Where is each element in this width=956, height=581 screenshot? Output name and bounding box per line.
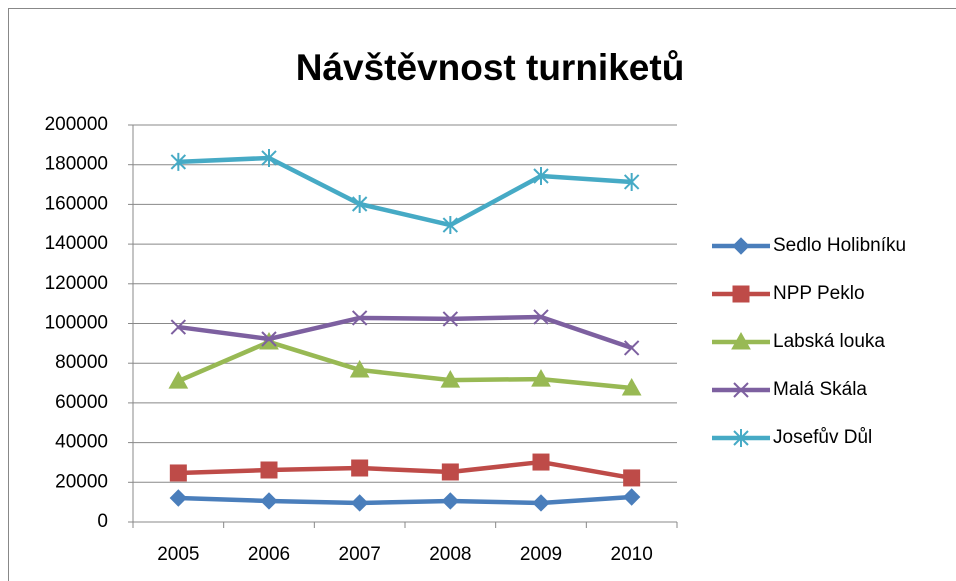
marker: [260, 461, 278, 479]
y-tick-label: 100000: [45, 313, 108, 334]
marker: [261, 148, 277, 167]
marker: [261, 331, 277, 347]
legend-marker: [732, 237, 750, 255]
legend-marker: [733, 382, 749, 398]
chart-title: Návštěvnost turniketů: [296, 47, 685, 88]
marker: [531, 369, 551, 387]
marker: [349, 359, 370, 378]
marker: [351, 310, 368, 326]
x-tick-label: 2005: [157, 544, 199, 565]
marker: [169, 489, 188, 507]
marker: [441, 463, 459, 481]
marker: [442, 216, 459, 235]
x-tick-label: 2007: [339, 544, 381, 565]
legend-marker: [732, 285, 750, 303]
y-tick-label: 60000: [55, 392, 108, 413]
marker: [532, 494, 550, 512]
y-tick-label: 40000: [55, 432, 108, 453]
y-tick-label: 140000: [45, 233, 108, 254]
marker: [621, 377, 642, 396]
marker: [170, 152, 187, 171]
legend-label: NPP Peklo: [773, 283, 865, 304]
y-tick-label: 0: [97, 511, 108, 532]
y-tick-label: 160000: [45, 193, 108, 214]
marker: [623, 172, 640, 191]
marker: [169, 464, 187, 482]
marker: [533, 167, 549, 186]
y-tick-label: 120000: [45, 273, 108, 294]
marker: [168, 371, 189, 389]
chart-border: [8, 8, 956, 581]
x-tick-label: 2009: [520, 544, 562, 565]
x-tick-label: 2010: [611, 544, 653, 565]
legend-label: Malá Skála: [773, 379, 867, 400]
series-line: [178, 155, 632, 228]
y-tick-label: 80000: [55, 352, 108, 373]
marker: [440, 370, 461, 388]
y-tick-label: 20000: [55, 471, 108, 492]
series-line: [178, 314, 633, 351]
legend-marker: [731, 331, 751, 350]
marker: [623, 469, 641, 487]
legend-label: Sedlo Holibníku: [773, 235, 906, 256]
marker: [622, 488, 641, 506]
legend-marker: [733, 429, 749, 447]
series-line: [178, 494, 632, 506]
marker: [441, 492, 460, 510]
marker: [532, 453, 550, 471]
y-tick-label: 180000: [45, 154, 108, 175]
marker: [623, 340, 640, 356]
marker: [260, 492, 278, 510]
legend-label: Josefův Důl: [773, 427, 872, 448]
marker: [170, 319, 187, 335]
y-tick-label: 200000: [45, 114, 108, 135]
legend-label: Labská louka: [773, 331, 885, 352]
marker: [351, 459, 369, 477]
marker: [351, 195, 368, 214]
marker: [350, 494, 369, 512]
x-tick-label: 2006: [248, 544, 290, 565]
series-line: [178, 459, 633, 481]
series-line: [177, 339, 632, 391]
marker: [442, 311, 459, 327]
marker: [533, 309, 549, 325]
x-tick-label: 2008: [429, 544, 471, 565]
